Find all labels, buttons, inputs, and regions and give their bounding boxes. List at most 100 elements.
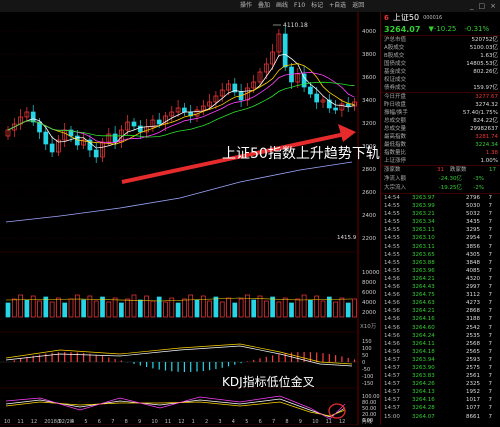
tick-volume: 2575	[466, 364, 480, 371]
time-axis-label: 10	[151, 419, 157, 425]
volume-axis-label: 2000	[362, 310, 376, 316]
tick-volume: 2325	[466, 381, 480, 388]
tick-time: 14:56	[384, 348, 400, 355]
price-axis-label: 4000	[362, 29, 376, 35]
stat-row: 指数量比 1.38	[381, 149, 500, 157]
tick-price: 3263.90	[412, 364, 435, 371]
stat-label: 最低指数	[384, 142, 407, 148]
menu-item-6[interactable]: 返回	[352, 2, 365, 9]
menu-item-0[interactable]: 操作	[240, 2, 253, 9]
macd-axis-label: -50	[362, 367, 370, 373]
tick-count: 7	[488, 324, 493, 331]
tick-price: 3263.65	[412, 251, 435, 258]
price-axis-label: 3400	[362, 98, 376, 104]
tick-time: 14:57	[384, 389, 400, 396]
stat-value: 3281.74	[475, 134, 498, 140]
menu-item-4[interactable]: 标记	[311, 2, 324, 9]
time-axis-label: 10	[4, 419, 10, 425]
tick-count: 7	[488, 275, 493, 282]
tick-price: 3264.07	[412, 413, 435, 420]
minimize-icon[interactable]: _	[470, 2, 474, 10]
stat-row: 权证成交	[381, 76, 500, 84]
tick-time: 15:00	[384, 413, 400, 420]
tick-count: 7	[488, 405, 493, 412]
time-axis-label: 11	[17, 419, 23, 425]
tick-time: 14:55	[384, 203, 400, 210]
tick-count: 7	[488, 267, 493, 274]
stat-label: 振幅/换手	[384, 110, 408, 116]
tick-volume: 4305	[466, 251, 480, 258]
tick-row: 14:56 3264.75 3112 7	[381, 291, 500, 299]
maximize-icon[interactable]: □	[478, 2, 486, 10]
tick-count: 7	[488, 243, 493, 250]
tick-row: 14:56 3264.60 2542 7	[381, 324, 500, 332]
time-axis-label: 9	[138, 419, 141, 425]
tick-row: 14:56 3264.11 2568 7	[381, 340, 500, 348]
tick-time: 14:57	[384, 373, 400, 380]
macd-axis-label: 100	[362, 346, 372, 352]
tick-count: 7	[488, 316, 493, 323]
stat-row: 沪总市值 520752亿	[381, 36, 500, 44]
tick-row: 14:56 3264.21 4320 7	[381, 275, 500, 283]
stat-row: B股成交 1.63亿	[381, 52, 500, 60]
price-axis-label: 2200	[362, 236, 376, 242]
fund-flows: 净流入额 -24.30亿 -3% 大宗流入 -19.25亿 -2%	[381, 175, 500, 193]
flow-label: 大宗流入	[384, 185, 407, 191]
tick-price: 3264.60	[412, 324, 435, 331]
close-icon[interactable]: ×	[490, 2, 496, 10]
time-axis-label: 12	[178, 419, 184, 425]
stat-row: 基金成交 802.26亿	[381, 68, 500, 76]
tick-price: 3263.10	[412, 235, 435, 242]
tick-price: 3263.99	[412, 203, 435, 210]
tick-count: 7	[488, 195, 493, 201]
price-row: 3264.07 ▼-10.25 -0.31%	[381, 23, 500, 36]
time-axis-unit: 月线	[362, 418, 372, 425]
last-price: 3264.07	[384, 24, 421, 34]
tick-row: 14:55 3263.96 4085 7	[381, 267, 500, 275]
time-axis-label: 4	[71, 419, 74, 425]
tick-price: 3264.11	[412, 340, 435, 347]
menu-item-1[interactable]: 叠加	[258, 2, 271, 9]
stat-value: 3277.67	[475, 94, 498, 100]
peak-label: 4110.18	[283, 22, 308, 29]
stat-value: 3224.34	[475, 142, 498, 148]
stat-row: A股成交 5100.03亿	[381, 44, 500, 52]
menu-item-3[interactable]: F10	[294, 2, 306, 9]
trend-arrow-head	[338, 124, 356, 142]
stat-value: 802.26亿	[473, 69, 498, 75]
stat-row: 上证涨停 1.00%	[381, 157, 500, 165]
kdj-axis-label: 80.00	[362, 400, 376, 406]
tick-volume: 2542	[466, 324, 480, 331]
kdj-axis-label: 100.00	[362, 394, 380, 400]
moving-average-lines	[5, 53, 355, 223]
tick-volume: 4085	[466, 267, 480, 274]
advance-count: 31	[437, 167, 444, 173]
menu-item-2[interactable]: 画线	[276, 2, 289, 9]
flow-value: -24.30亿	[438, 176, 462, 182]
tick-volume: 4273	[466, 300, 480, 307]
tick-time: 14:55	[384, 267, 400, 274]
macd-axis-label: 150	[362, 339, 372, 345]
tick-time: 14:56	[384, 275, 400, 282]
stat-label: 总成交额	[384, 118, 407, 124]
advance-label: 涨家数	[384, 167, 401, 173]
tick-list[interactable]: 14:54 3263.97 2796 7 14:55 3263.99 5030 7 14:55 3…	[381, 194, 500, 421]
stat-label: 沪总市值	[384, 37, 407, 43]
price-axis-label: 2600	[362, 190, 376, 196]
tick-price: 3264.21	[412, 275, 435, 282]
kline-chart-svg[interactable]: 上证50指数上升趋势下轨 4110.18 4000380036003400320…	[0, 12, 380, 426]
tick-time: 14:55	[384, 211, 400, 218]
stat-label: 上证涨停	[384, 158, 407, 164]
time-axis-label: 12	[339, 419, 345, 425]
tick-count: 7	[488, 259, 493, 266]
macd-axis-label: 0	[362, 360, 365, 366]
tick-price: 3264.28	[412, 405, 435, 412]
window-controls: _ □ ×	[470, 1, 496, 11]
kline-chart-area[interactable]: 上证50指数上升趋势下轨 4110.18 4000 3800 3600 3400 320…	[0, 12, 380, 426]
stat-value: 1.00%	[480, 158, 498, 164]
flow-row: 大宗流入 -19.25亿 -2%	[381, 184, 500, 193]
kdj-annotation: KDJ指标低位金叉	[222, 374, 315, 389]
menu-item-5[interactable]: +自选	[329, 2, 347, 9]
price-change-percent: -0.31%	[464, 25, 490, 33]
